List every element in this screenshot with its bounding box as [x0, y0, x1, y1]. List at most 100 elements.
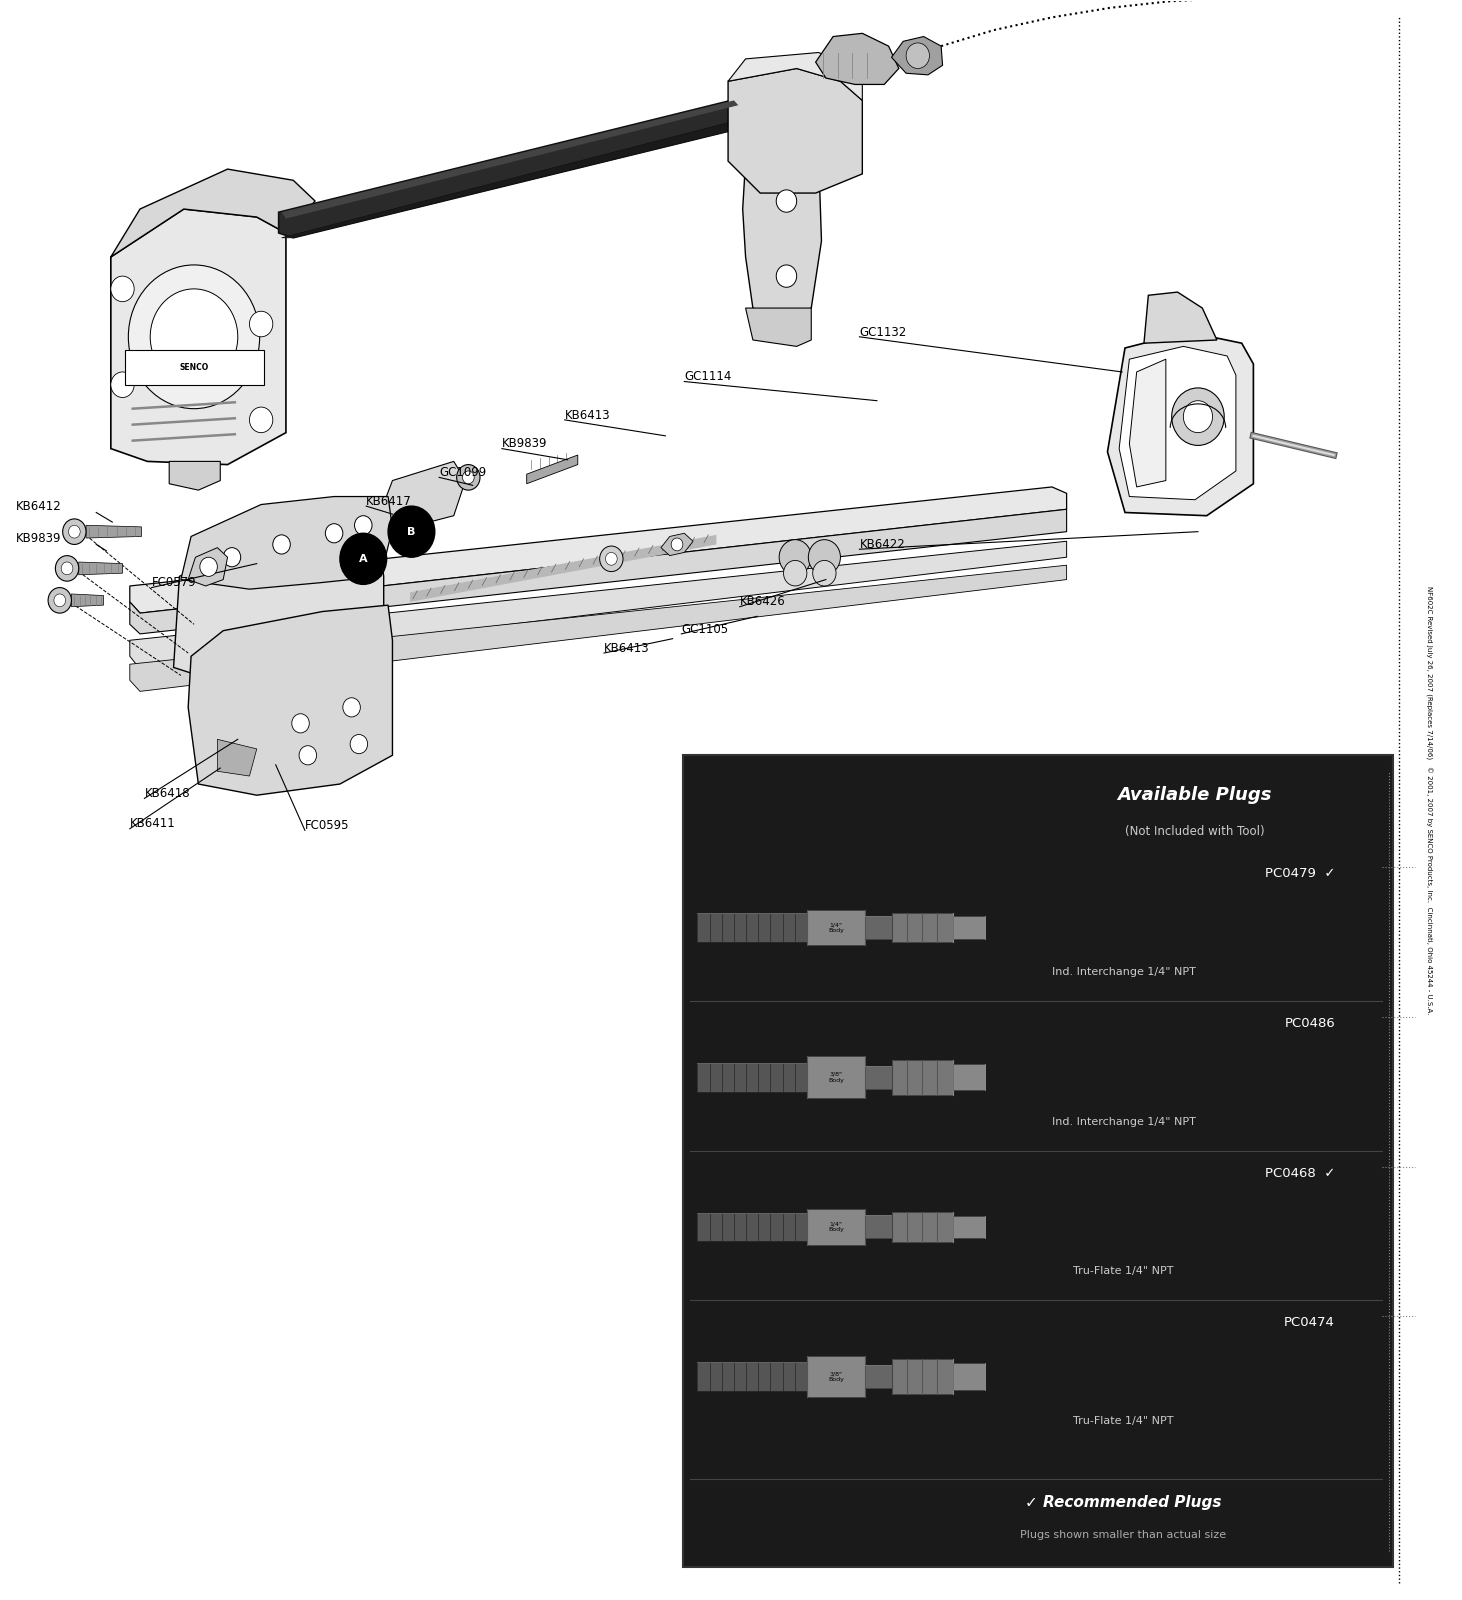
Circle shape — [776, 266, 797, 288]
Text: KB9839: KB9839 — [16, 531, 61, 544]
Text: PC0474: PC0474 — [1284, 1317, 1335, 1330]
Polygon shape — [79, 562, 123, 574]
Text: KB6412: KB6412 — [16, 499, 61, 512]
Polygon shape — [377, 461, 465, 531]
Polygon shape — [181, 496, 392, 589]
Polygon shape — [1143, 293, 1216, 342]
Bar — [953, 1216, 985, 1238]
Text: A: A — [360, 554, 367, 563]
Polygon shape — [130, 486, 1067, 613]
Polygon shape — [282, 117, 789, 238]
Circle shape — [292, 714, 310, 733]
Polygon shape — [170, 461, 221, 490]
Text: 3/8"
Body: 3/8" Body — [827, 1371, 844, 1382]
Bar — [953, 1363, 985, 1390]
Circle shape — [784, 560, 807, 586]
Bar — [953, 917, 985, 939]
Bar — [866, 1066, 892, 1088]
Bar — [807, 1210, 866, 1245]
Polygon shape — [816, 34, 899, 85]
Bar — [892, 1358, 953, 1394]
Polygon shape — [130, 509, 1067, 634]
Text: KB6411: KB6411 — [130, 818, 175, 830]
Polygon shape — [130, 541, 1067, 669]
Text: KB9839: KB9839 — [501, 437, 547, 450]
Polygon shape — [130, 565, 1067, 691]
Text: KB6426: KB6426 — [740, 595, 785, 608]
Bar — [697, 1213, 807, 1242]
Circle shape — [61, 562, 73, 574]
Circle shape — [151, 290, 238, 384]
Bar — [807, 1056, 866, 1098]
Bar — [683, 755, 1393, 1566]
Circle shape — [462, 470, 474, 483]
Polygon shape — [174, 531, 383, 675]
Polygon shape — [279, 101, 789, 238]
Circle shape — [354, 515, 371, 534]
Text: FC0595: FC0595 — [306, 819, 349, 832]
Text: (Not Included with Tool): (Not Included with Tool) — [1124, 826, 1265, 838]
Circle shape — [779, 539, 811, 574]
Circle shape — [344, 698, 360, 717]
Text: GC1105: GC1105 — [681, 622, 728, 635]
Bar — [866, 915, 892, 939]
Polygon shape — [746, 309, 811, 346]
Text: B: B — [408, 526, 415, 536]
Text: KB6413: KB6413 — [604, 642, 649, 654]
Polygon shape — [728, 53, 863, 101]
Circle shape — [69, 525, 80, 538]
Text: 3/8"
Body: 3/8" Body — [827, 1072, 844, 1083]
Circle shape — [349, 734, 367, 754]
Polygon shape — [661, 533, 693, 555]
Polygon shape — [189, 547, 228, 586]
Text: GC1099: GC1099 — [439, 466, 487, 478]
Circle shape — [250, 406, 273, 432]
Circle shape — [300, 746, 317, 765]
Circle shape — [671, 538, 683, 550]
Bar — [892, 1213, 953, 1242]
Polygon shape — [728, 69, 863, 194]
Polygon shape — [282, 101, 738, 219]
Polygon shape — [1118, 346, 1235, 499]
Circle shape — [776, 190, 797, 213]
Circle shape — [1183, 400, 1212, 432]
Circle shape — [341, 533, 386, 584]
Text: GC1114: GC1114 — [684, 370, 731, 384]
Polygon shape — [743, 146, 822, 322]
Circle shape — [250, 312, 273, 338]
Polygon shape — [1108, 333, 1253, 515]
Polygon shape — [111, 210, 287, 464]
Bar — [866, 1216, 892, 1238]
Text: Plugs shown smaller than actual size: Plugs shown smaller than actual size — [1020, 1530, 1227, 1539]
Text: 1/4"
Body: 1/4" Body — [827, 922, 844, 933]
Circle shape — [599, 546, 623, 571]
Text: PC0468  ✓: PC0468 ✓ — [1265, 1166, 1335, 1179]
Text: NF602C Revised July 26, 2007 (Replaces 7/14/06)   © 2001, 2007 by SENCO Products: NF602C Revised July 26, 2007 (Replaces 7… — [1425, 586, 1433, 1014]
Text: PC0486: PC0486 — [1285, 1018, 1335, 1030]
Text: Available Plugs: Available Plugs — [1117, 786, 1272, 805]
Circle shape — [1171, 387, 1224, 445]
Text: KB6413: KB6413 — [564, 408, 610, 421]
Circle shape — [63, 518, 86, 544]
Bar — [892, 1059, 953, 1094]
Bar — [953, 1064, 985, 1091]
Text: Ind. Interchange 1/4" NPT: Ind. Interchange 1/4" NPT — [1051, 966, 1196, 978]
Polygon shape — [218, 739, 257, 776]
Text: PC0479  ✓: PC0479 ✓ — [1265, 867, 1335, 880]
Bar — [697, 914, 807, 942]
Circle shape — [129, 266, 260, 408]
Circle shape — [111, 371, 135, 397]
Circle shape — [605, 552, 617, 565]
Text: Ind. Interchange 1/4" NPT: Ind. Interchange 1/4" NPT — [1051, 1117, 1196, 1126]
Circle shape — [808, 539, 841, 574]
Bar — [807, 1355, 866, 1397]
Circle shape — [326, 523, 344, 542]
Circle shape — [273, 534, 291, 554]
Circle shape — [111, 277, 135, 302]
Polygon shape — [86, 525, 142, 538]
Text: KB6418: KB6418 — [145, 787, 190, 800]
Text: Tru-Flate 1/4" NPT: Tru-Flate 1/4" NPT — [1073, 1266, 1174, 1277]
Text: KB6417: KB6417 — [366, 494, 412, 507]
Text: Tru-Flate 1/4" NPT: Tru-Flate 1/4" NPT — [1073, 1416, 1174, 1426]
Polygon shape — [72, 594, 104, 606]
